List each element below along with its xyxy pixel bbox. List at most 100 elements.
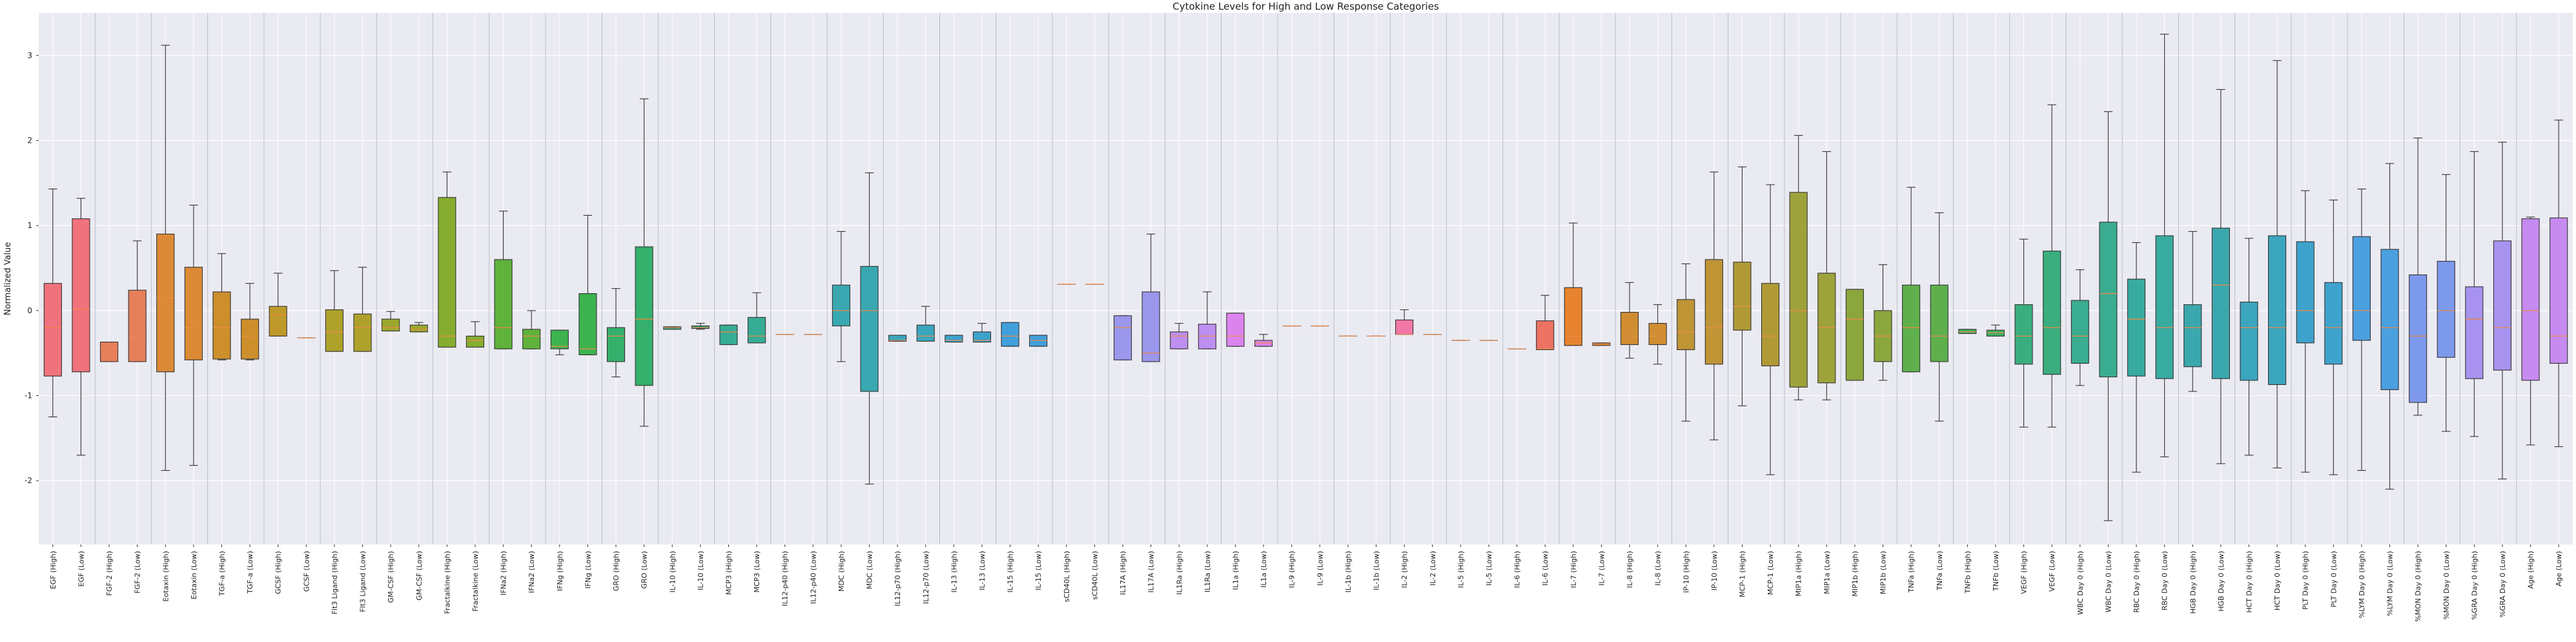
x-tick-label: IL-1b (High) [1344,551,1353,593]
iqr-box [2493,241,2511,370]
x-tick-label: TNFb (Low) [1992,551,2000,592]
iqr-box [410,325,427,332]
y-tick-label: -1 [25,391,32,400]
x-tick-label: IL-1b (Low) [1373,551,1381,590]
x-tick-label: IL12-p40 (Low) [809,551,817,604]
x-tick-label: IL1a (Low) [1260,551,1268,588]
iqr-box [72,219,90,372]
x-tick-label: TNFb (High) [1963,551,1972,594]
iqr-box [466,336,484,347]
x-tick-label: IL17A (Low) [1147,551,1156,593]
iqr-box [523,329,540,349]
x-tick-label: MCP3 (High) [724,551,733,595]
x-tick-label: %LYM Day 0 (Low) [2386,551,2395,616]
iqr-box [2100,222,2117,377]
x-tick-label: PLT Day 0 (Low) [2329,551,2338,607]
x-tick-label: IL-6 (Low) [1541,551,1549,586]
iqr-box [2296,242,2314,343]
iqr-box [1649,324,1666,345]
x-tick-label: IL-2 (Low) [1429,551,1437,586]
iqr-box [1396,320,1413,334]
iqr-box [2325,282,2342,364]
x-tick-label: FGF-2 (Low) [134,551,142,594]
x-tick-label: IL-5 (Low) [1485,551,1493,586]
iqr-box [269,306,287,336]
box-31 [889,335,906,341]
x-tick-label: Age (Low) [2555,551,2563,586]
iqr-box [2522,219,2539,380]
iqr-box [1564,287,1582,346]
x-tick-label: TGF-a (Low) [246,551,254,594]
iqr-box [2409,275,2427,403]
iqr-box [748,317,766,343]
x-tick-label: GM-CSF (Low) [415,551,424,601]
x-tick-label: Fractalkine (High) [443,551,451,614]
iqr-box [2015,305,2032,364]
x-tick-label: IL-15 (Low) [1034,551,1043,590]
iqr-box [354,314,371,351]
x-tick-label: GRO (High) [612,551,620,591]
x-tick-label: sCD40L (High) [1063,551,1071,602]
box-25 [720,325,737,344]
x-tick-label: Eotaxin (Low) [190,551,198,599]
iqr-box [664,327,681,329]
iqr-box [579,294,597,355]
iqr-box [1198,324,1216,349]
x-tick-label: IL-2 (High) [1400,551,1409,588]
iqr-box [2550,218,2568,363]
x-tick-label: Fractalkine (Low) [471,551,480,612]
iqr-box [861,266,878,391]
chart-title: Cytokine Levels for High and Low Respons… [1172,1,1439,12]
iqr-box [917,325,934,341]
x-tick-label: IFNg (Low) [584,551,592,589]
x-tick-label: IL-8 (High) [1626,551,1634,588]
iqr-box [2466,287,2483,378]
iqr-box [157,234,174,371]
x-tick-label: IL-13 (High) [950,551,958,593]
x-tick-label: RBC Day 0 (High) [2132,551,2141,613]
x-tick-label: IL-15 (High) [1007,551,1015,593]
x-tick-label: EGF (High) [49,551,57,589]
iqr-box [1705,260,1722,364]
box-43 [1227,313,1244,346]
x-tick-label: PLT Day 0 (High) [2302,551,2310,610]
x-tick-label: IL12-p40 (High) [781,551,790,606]
x-tick-label: %MON Day 0 (High) [2414,551,2422,622]
x-tick-label: TGF-a (High) [218,551,226,597]
x-tick-label: TNFa (High) [1907,551,1916,593]
x-tick-label: %GRA Day 0 (Low) [2499,551,2507,617]
iqr-box [1621,313,1639,345]
iqr-box [2269,236,2286,384]
iqr-box [635,247,653,386]
x-tick-label: MIP1b (High) [1851,551,1859,597]
x-tick-label: GM-CSF (High) [387,551,395,603]
x-tick-label: IL1a (High) [1231,551,1240,590]
x-tick-label: IFNa2 (High) [500,551,508,595]
x-tick-label: GRO (Low) [640,551,649,589]
x-tick-label: HCT Day 0 (High) [2245,551,2253,613]
x-tick-label: IL12-p70 (Low) [922,551,930,604]
iqr-box [1762,284,1779,366]
iqr-box [185,267,202,360]
iqr-box [1846,289,1863,380]
x-tick-label: MIP1a (High) [1795,551,1803,596]
iqr-box [720,325,737,344]
x-tick-label: %MON Day 0 (Low) [2442,551,2451,619]
iqr-box [2156,236,2173,378]
x-tick-label: MCP-1 (Low) [1766,551,1775,595]
x-tick-label: IP-10 (Low) [1710,551,1719,590]
iqr-box [945,335,963,342]
box-35 [1001,322,1019,346]
x-tick-label: HGB Day 0 (High) [2189,551,2197,614]
x-tick-label: FGF-2 (High) [105,551,114,596]
iqr-box [1227,313,1244,346]
x-tick-label: %LYM Day 0 (High) [2358,551,2366,618]
x-tick-label: Flt3 Ligand (Low) [359,551,367,612]
x-tick-label: Age (High) [2527,551,2535,589]
x-tick-label: HGB Day 0 (Low) [2217,551,2225,612]
iqr-box [2043,251,2061,375]
box-23 [664,327,681,329]
iqr-box [1930,285,1948,362]
